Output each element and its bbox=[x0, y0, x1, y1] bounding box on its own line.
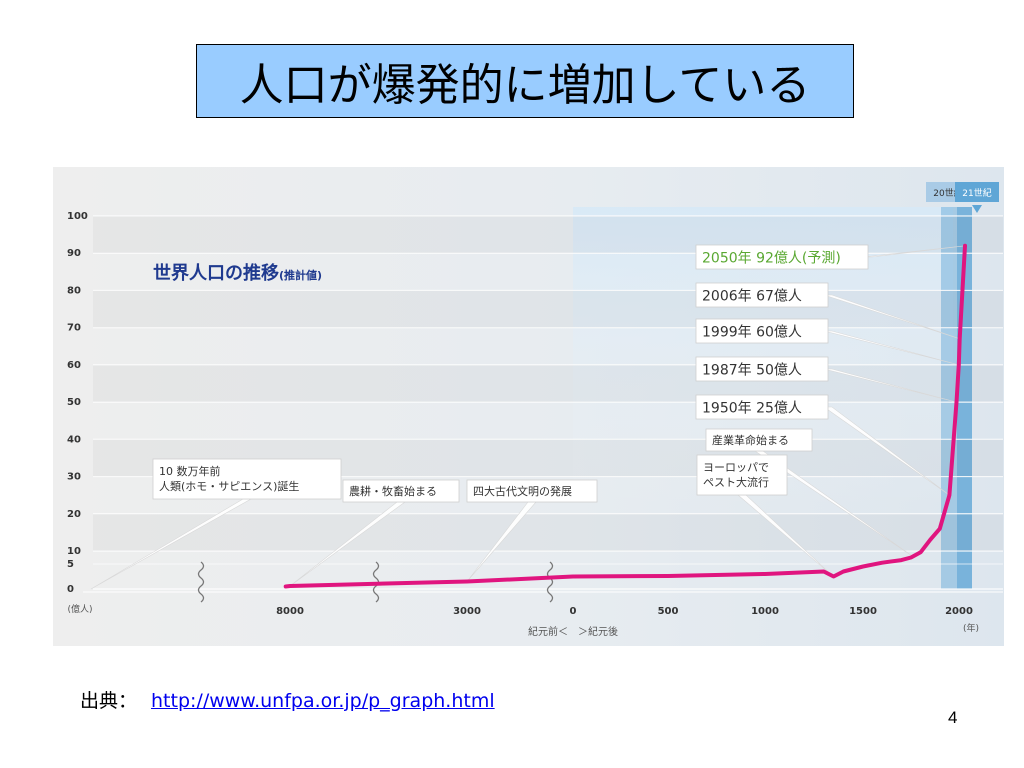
annotation-box-6 bbox=[696, 454, 788, 496]
x-tick-3000: 3000 bbox=[453, 606, 481, 617]
x-tick-1500: 1500 bbox=[849, 606, 877, 617]
era-label: 紀元前＜ ＞紀元後 bbox=[528, 625, 618, 638]
annotation-box-8 bbox=[342, 479, 460, 503]
y-tick-80: 80 bbox=[67, 285, 81, 296]
axis-break-0 bbox=[197, 561, 205, 603]
annotation-box-2 bbox=[695, 318, 829, 344]
x-tick-500: 500 bbox=[658, 606, 679, 617]
y-tick-100: 100 bbox=[67, 211, 88, 222]
x-tick-2000: 2000 bbox=[945, 606, 973, 617]
y-tick-0: 0 bbox=[67, 584, 74, 595]
y-tick-10: 10 bbox=[67, 546, 81, 557]
annotation-text-7-1: 人類(ホモ・サピエンス)誕生 bbox=[159, 479, 299, 493]
annotation-box-9 bbox=[466, 479, 598, 503]
annotation-box-7 bbox=[152, 458, 342, 500]
population-line bbox=[283, 243, 967, 589]
y-tick-5: 5 bbox=[67, 559, 74, 570]
annotation-box-5 bbox=[705, 428, 813, 452]
y-tick-60: 60 bbox=[67, 360, 81, 371]
annotation-text-0: 2050年 92億人(予測) bbox=[702, 250, 841, 266]
annotation-text-3: 1987年 50億人 bbox=[702, 362, 802, 378]
y-tick-20: 20 bbox=[67, 509, 81, 520]
grid-band-50 bbox=[93, 365, 1003, 402]
annotation-text-8: 農耕・牧畜始まる bbox=[349, 484, 437, 498]
grid-band-70 bbox=[93, 290, 1003, 327]
population-chart: 20世紀 21世紀 0 5 10 20 30 40 50 60 70 80 90 100 8000 300… bbox=[53, 167, 1004, 646]
annotation-text-4: 1950年 25億人 bbox=[702, 400, 802, 416]
grid-band-10 bbox=[93, 514, 1003, 551]
annotation-text-6-1: ペスト大流行 bbox=[703, 475, 769, 489]
source-label: 出典： bbox=[80, 690, 138, 712]
y-tick-50: 50 bbox=[67, 397, 81, 408]
chart-title: 世界人口の推移(推計値) bbox=[153, 262, 322, 284]
y-tick-30: 30 bbox=[67, 472, 81, 483]
annotation-text-5: 産業革命始まる bbox=[712, 433, 789, 447]
century-pointer bbox=[972, 205, 982, 213]
annotation-box-4 bbox=[695, 394, 829, 420]
annotation-box-0 bbox=[695, 244, 869, 270]
page-number: 4 bbox=[948, 708, 958, 727]
annotation-text-6-0: ヨーロッパで bbox=[703, 461, 769, 474]
axis-break-2 bbox=[546, 561, 554, 603]
annotation-text-7-0: 10 数万年前 bbox=[159, 464, 221, 478]
x-tick-1000: 1000 bbox=[751, 606, 779, 617]
annotation-box-3 bbox=[695, 356, 829, 382]
source-link[interactable]: http://www.unfpa.or.jp/p_graph.html bbox=[151, 690, 495, 712]
annotation-text-9: 四大古代文明の発展 bbox=[473, 484, 572, 498]
x-unit-label: (年) bbox=[963, 622, 979, 634]
century-label-1: 21世紀 bbox=[962, 187, 991, 199]
century-label-box-1 bbox=[955, 182, 999, 202]
annotation-text-2: 1999年 60億人 bbox=[702, 324, 802, 340]
slide-title: 人口が爆発的に増加している bbox=[196, 44, 854, 118]
x-tick-8000: 8000 bbox=[276, 606, 304, 617]
x-tick-0: 0 bbox=[570, 606, 577, 617]
y-tick-90: 90 bbox=[67, 248, 81, 259]
y-tick-40: 40 bbox=[67, 434, 81, 445]
band-20th-century bbox=[941, 207, 957, 589]
source-citation: 出典： http://www.unfpa.or.jp/p_graph.html bbox=[80, 686, 495, 713]
y-unit-label: (億人) bbox=[67, 603, 92, 615]
annotation-text-1: 2006年 67億人 bbox=[702, 288, 802, 304]
annotation-box-1 bbox=[695, 282, 829, 308]
y-tick-70: 70 bbox=[67, 323, 81, 334]
